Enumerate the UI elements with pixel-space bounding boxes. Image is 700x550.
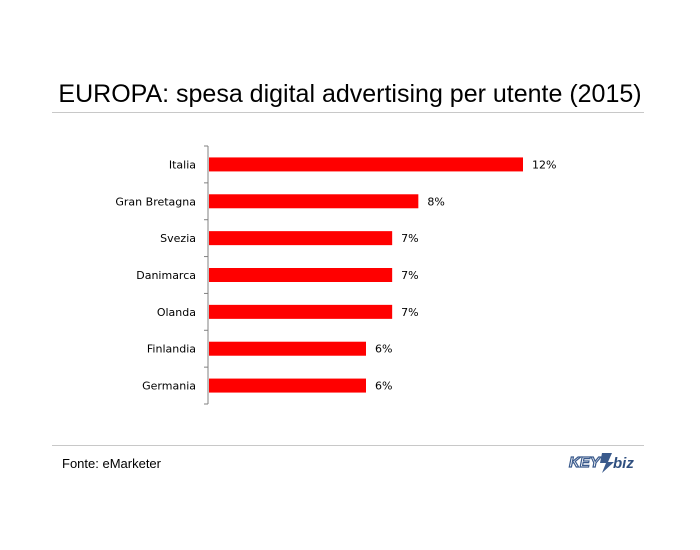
footer-divider [52, 445, 644, 446]
data-label: 6% [375, 380, 392, 393]
bar [209, 157, 523, 172]
bar [209, 304, 393, 319]
category-label: Danimarca [136, 269, 196, 282]
bar [209, 268, 393, 282]
category-label: Olanda [157, 306, 196, 319]
title-divider [52, 112, 644, 113]
source-note: Fonte: eMarketer [62, 456, 161, 471]
category-label: Germania [142, 380, 196, 393]
category-label: Svezia [160, 232, 196, 245]
data-label: 8% [427, 195, 444, 208]
bar [209, 194, 419, 209]
data-label: 7% [401, 306, 418, 319]
svg-text:biz: biz [613, 455, 634, 472]
data-label: 12% [532, 158, 556, 171]
category-label: Gran Bretagna [115, 195, 196, 208]
category-label: Finlandia [147, 343, 196, 356]
bar [209, 231, 393, 246]
data-label: 7% [401, 232, 418, 245]
key4biz-logo: KEY biz [568, 449, 644, 480]
bar [209, 378, 366, 393]
data-label: 7% [401, 269, 418, 282]
bar [209, 341, 366, 356]
data-label: 6% [375, 343, 392, 356]
chart-title: EUROPA: spesa digital advertising per ut… [58, 80, 642, 108]
category-label: Italia [169, 158, 196, 171]
svg-text:KEY: KEY [569, 454, 602, 471]
